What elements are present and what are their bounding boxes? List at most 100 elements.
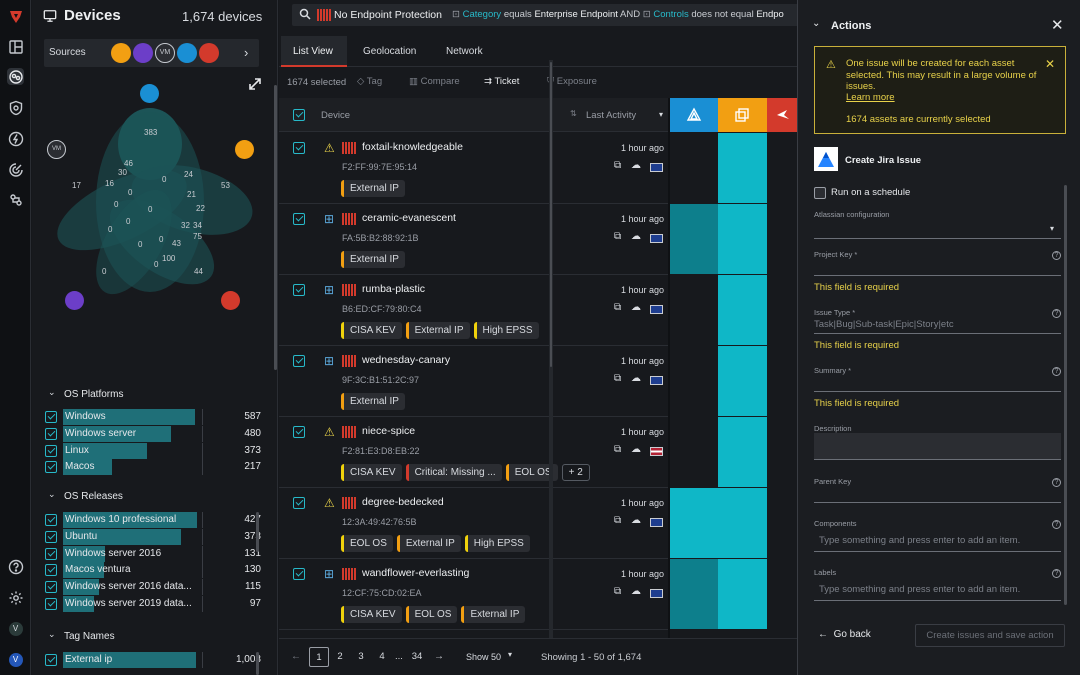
facet-row[interactable]: Macos ventura 130 xyxy=(45,562,273,579)
page-button[interactable]: 2 xyxy=(337,651,343,662)
source-cell[interactable] xyxy=(718,204,767,274)
compare-button[interactable]: ▥ Compare xyxy=(409,76,460,87)
table-row[interactable]: ⚠ niece-spice F2:81:E3:D8:EB:22 1 hour ago ⧉… xyxy=(279,417,670,488)
go-back-button[interactable]: ← Go back xyxy=(818,629,871,640)
source-vm-icon[interactable]: VM xyxy=(155,43,175,63)
close-icon[interactable]: ✕ xyxy=(1051,17,1064,34)
device-name[interactable]: wandflower-everlasting xyxy=(362,567,470,579)
summary-input[interactable] xyxy=(814,375,1061,391)
facet-checkbox[interactable] xyxy=(45,581,57,594)
facet-row[interactable]: Windows 10 professional 427 xyxy=(45,512,273,528)
help-icon[interactable]: ? xyxy=(1052,251,1061,260)
source-cell[interactable] xyxy=(670,275,718,345)
lightning-icon[interactable] xyxy=(7,130,24,147)
device-name[interactable]: foxtail-knowledgeable xyxy=(362,141,463,153)
help-icon[interactable]: ? xyxy=(1052,309,1061,318)
facet-checkbox[interactable] xyxy=(45,444,57,457)
table-row[interactable]: ⊞ wandflower-everlasting 12:CF:75:CD:02:EA… xyxy=(279,559,670,630)
dismiss-alert-icon[interactable]: ✕ xyxy=(1045,57,1056,71)
collapse-chevron-icon[interactable]: ⌄ xyxy=(48,489,56,499)
chevron-right-icon[interactable]: › xyxy=(244,45,249,60)
search-query-bar[interactable]: No Endpoint Protection ⊡ Category equals… xyxy=(292,4,812,26)
device-name[interactable]: degree-bedecked xyxy=(362,496,444,508)
table-row[interactable]: ⊞ ceramic-evanescent FA:5B:B2:88:92:1B 1 ho… xyxy=(279,204,670,275)
facet-checkbox[interactable] xyxy=(45,598,57,610)
atlassian-config-select[interactable]: ▾ xyxy=(814,220,1061,238)
labels-input[interactable]: Type something and press enter to add an… xyxy=(819,584,1021,595)
column-source-orange[interactable] xyxy=(718,98,767,132)
tab-network[interactable]: Network xyxy=(446,46,483,57)
tag-button[interactable]: ◇ Tag xyxy=(357,76,382,87)
page-button[interactable]: 34 xyxy=(411,651,423,662)
venn-diagram[interactable]: 383 46 30 24 17 16 53 21 22 32 34 75 43 … xyxy=(42,82,262,307)
column-last-activity[interactable]: Last Activity xyxy=(586,110,637,121)
tab-list-view[interactable]: List View xyxy=(281,36,347,67)
source-cell[interactable] xyxy=(670,488,718,558)
facet-row[interactable]: Windows 587 xyxy=(45,409,273,425)
tab-geolocation[interactable]: Geolocation xyxy=(363,46,417,57)
facet-row[interactable]: Windows server 2019 data... 97 xyxy=(45,596,273,612)
issue-type-input[interactable]: Task|Bug|Sub-task|Epic|Story|etc xyxy=(814,319,954,330)
facet-checkbox[interactable] xyxy=(45,461,57,474)
device-name[interactable]: wednesday-canary xyxy=(362,354,451,366)
page-button[interactable]: 4 xyxy=(379,651,385,662)
shield-icon[interactable] xyxy=(7,99,24,116)
facet-checkbox[interactable] xyxy=(45,547,57,560)
integrations-icon[interactable] xyxy=(7,191,24,208)
description-input[interactable] xyxy=(814,433,1061,460)
page-size-select[interactable]: Show 50 xyxy=(466,652,502,662)
column-source-red[interactable] xyxy=(767,98,799,132)
source-cell[interactable] xyxy=(718,417,767,487)
facet-checkbox[interactable] xyxy=(45,427,57,440)
column-source-triangle[interactable] xyxy=(670,98,718,132)
column-device[interactable]: Device xyxy=(321,110,351,121)
collapse-chevron-icon[interactable]: ⌄ xyxy=(812,18,821,29)
source-cell[interactable] xyxy=(670,133,718,203)
source-triangle-icon[interactable] xyxy=(177,43,197,63)
select-all-checkbox[interactable] xyxy=(293,109,305,121)
page-button[interactable]: 1 xyxy=(309,647,329,667)
exposure-button[interactable]: ⛨ Exposure xyxy=(547,76,597,87)
row-checkbox[interactable] xyxy=(293,355,305,367)
device-name[interactable]: ceramic-evanescent xyxy=(362,212,456,224)
table-row[interactable]: ⚠ foxtail-knowledgeable F2:FF:99:7E:95:14 1… xyxy=(279,133,670,204)
settings-gear-icon[interactable] xyxy=(7,589,24,606)
source-cell[interactable] xyxy=(670,204,718,274)
prev-page-icon[interactable]: ← xyxy=(291,651,301,662)
facet-row[interactable]: Windows server 2016 data... 115 xyxy=(45,579,273,596)
learn-more-link[interactable]: Learn more xyxy=(846,92,895,103)
help-icon[interactable]: ? xyxy=(1052,478,1061,487)
facet-row[interactable]: Windows server 480 xyxy=(45,425,273,442)
table-row[interactable]: ⊞ wednesday-canary 9F:3C:B1:51:2C:97 1 hour… xyxy=(279,346,670,417)
facet-row[interactable]: Ubuntu 373 xyxy=(45,528,273,545)
tags-scrollbar[interactable] xyxy=(256,652,259,675)
radar-icon[interactable] xyxy=(7,161,24,178)
expand-icon[interactable] xyxy=(248,77,262,91)
panel-scrollbar[interactable] xyxy=(1064,185,1067,605)
source-red-icon[interactable] xyxy=(199,43,219,63)
source-cell[interactable] xyxy=(718,346,767,416)
row-checkbox[interactable] xyxy=(293,497,305,509)
help-icon[interactable]: ? xyxy=(1052,367,1061,376)
source-purple-icon[interactable] xyxy=(133,43,153,63)
source-cell[interactable] xyxy=(670,559,718,629)
collapse-chevron-icon[interactable]: ⌄ xyxy=(48,629,56,639)
facet-checkbox[interactable] xyxy=(45,654,57,666)
help-icon[interactable]: ? xyxy=(1052,569,1061,578)
tag-chip[interactable]: + 2 xyxy=(561,464,590,481)
table-row[interactable]: ⚠ degree-bedecked 12:3A:49:42:76:5B 1 hour … xyxy=(279,488,670,559)
facet-row[interactable]: Linux 373 xyxy=(45,442,273,459)
assets-icon[interactable] xyxy=(7,68,24,85)
source-orange-icon[interactable] xyxy=(111,43,131,63)
brand-logo-icon[interactable] xyxy=(7,8,24,25)
facet-row[interactable]: Macos 217 xyxy=(45,459,273,476)
row-checkbox[interactable] xyxy=(293,568,305,580)
source-cell[interactable] xyxy=(718,559,767,629)
row-checkbox[interactable] xyxy=(293,142,305,154)
create-issues-button[interactable]: Create issues and save action xyxy=(915,624,1065,647)
workspace-avatar[interactable]: V xyxy=(7,620,24,637)
source-cell[interactable] xyxy=(718,133,767,203)
main-scrollbar[interactable] xyxy=(549,60,553,675)
collapse-chevron-icon[interactable]: ⌄ xyxy=(48,387,56,397)
ticket-button[interactable]: ⇉ Ticket xyxy=(484,76,519,87)
